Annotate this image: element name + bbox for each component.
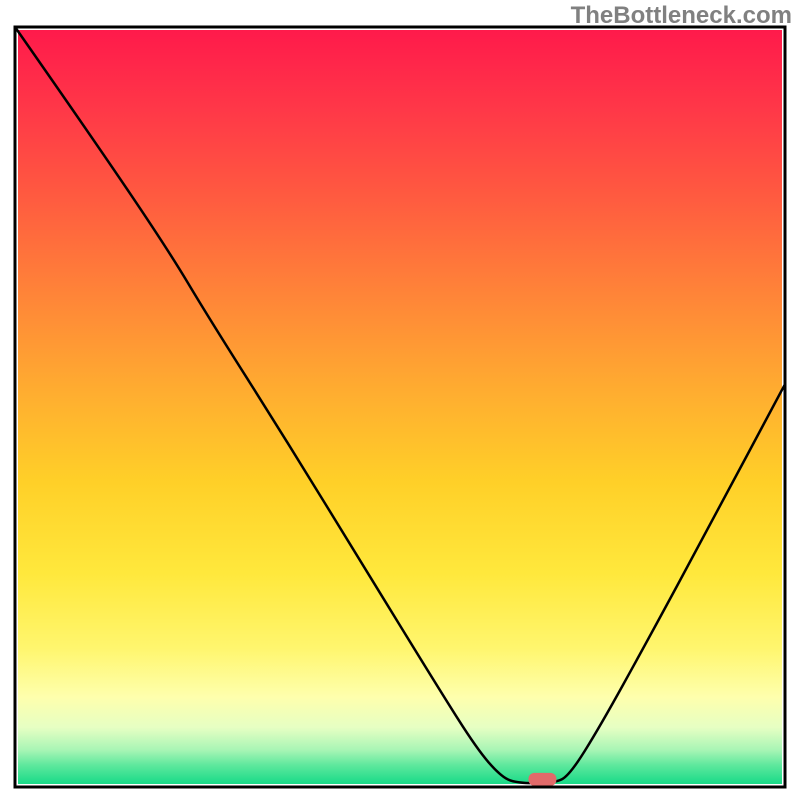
bottleneck-chart: TheBottleneck.com [0,0,800,800]
chart-svg [0,0,800,800]
watermark-text: TheBottleneck.com [571,2,792,30]
optimal-marker [528,773,556,786]
chart-background-gradient [18,30,782,784]
